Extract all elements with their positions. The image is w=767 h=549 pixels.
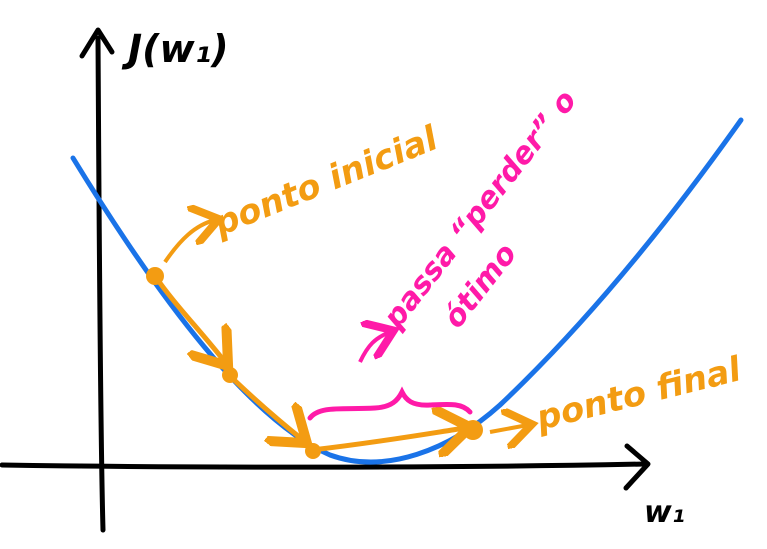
start-label-pointer [163,220,215,264]
end-label: ponto final [532,349,747,439]
y-axis-arrowhead [79,27,115,59]
step-point [222,367,238,383]
x-axis-arrowhead [623,443,651,491]
x-axis-label: w₁ [644,495,685,530]
descent-steps [146,267,483,459]
start-point [146,267,164,285]
start-label: ponto inicial [207,118,444,245]
step-point [305,443,321,459]
end-label-pointer [489,425,528,432]
overshoot-pointer [358,332,390,363]
x-axis [0,443,651,491]
y-axis [79,27,115,533]
y-axis-label: J(w₁) [121,27,229,71]
overshoot-brace [307,386,473,421]
final-point [463,420,483,440]
